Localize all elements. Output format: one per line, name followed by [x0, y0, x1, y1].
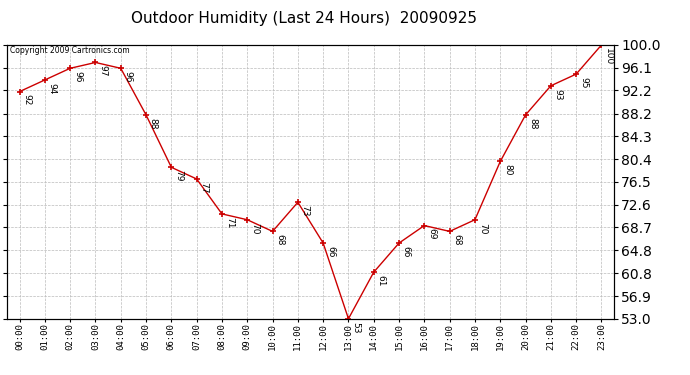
Text: 97: 97 [98, 65, 107, 77]
Text: 79: 79 [174, 170, 183, 182]
Text: Copyright 2009 Cartronics.com: Copyright 2009 Cartronics.com [10, 46, 130, 56]
Text: 88: 88 [529, 118, 538, 129]
Text: 100: 100 [604, 48, 613, 65]
Text: Outdoor Humidity (Last 24 Hours)  20090925: Outdoor Humidity (Last 24 Hours) 2009092… [130, 11, 477, 26]
Text: 53: 53 [351, 321, 360, 333]
Text: 96: 96 [124, 71, 132, 82]
Text: 93: 93 [553, 88, 562, 100]
Text: 61: 61 [377, 275, 386, 286]
Text: 73: 73 [301, 205, 310, 216]
Text: 80: 80 [503, 164, 512, 176]
Text: 71: 71 [225, 217, 234, 228]
Text: 92: 92 [22, 94, 31, 106]
Text: 69: 69 [427, 228, 436, 240]
Text: 68: 68 [275, 234, 284, 246]
Text: 94: 94 [48, 83, 57, 94]
Text: 77: 77 [199, 182, 208, 193]
Text: 70: 70 [477, 222, 486, 234]
Text: 66: 66 [326, 246, 335, 257]
Text: 70: 70 [250, 222, 259, 234]
Text: 95: 95 [579, 77, 588, 88]
Text: 66: 66 [402, 246, 411, 257]
Text: 96: 96 [73, 71, 82, 82]
Text: 88: 88 [149, 118, 158, 129]
Text: 68: 68 [453, 234, 462, 246]
